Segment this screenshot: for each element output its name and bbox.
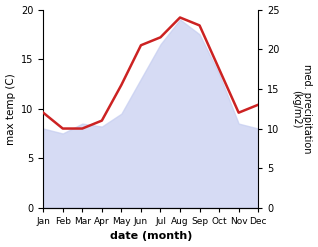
Y-axis label: max temp (C): max temp (C)	[5, 73, 16, 144]
Y-axis label: med. precipitation
(kg/m2): med. precipitation (kg/m2)	[291, 64, 313, 153]
X-axis label: date (month): date (month)	[109, 231, 192, 242]
